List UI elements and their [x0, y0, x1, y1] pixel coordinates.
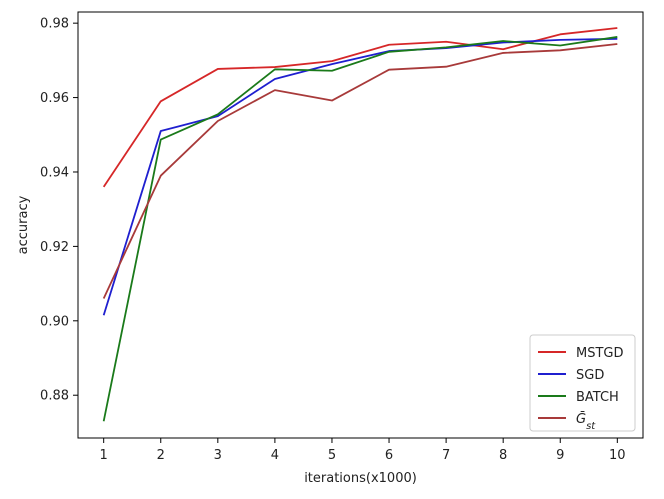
- x-tick-label: 5: [328, 448, 336, 463]
- x-tick-label: 2: [157, 448, 165, 463]
- y-tick-label: 0.96: [40, 91, 69, 106]
- x-tick-label: 10: [609, 448, 626, 463]
- y-tick-label: 0.92: [40, 240, 69, 255]
- x-tick-label: 1: [100, 448, 108, 463]
- legend-label: SGD: [576, 368, 604, 383]
- legend-box: [529, 334, 636, 432]
- series-line-1: [102, 37, 618, 316]
- y-axis-ticks: 0.88 0.90 0.92 0.94 0.96 0.98: [40, 17, 78, 404]
- y-tick-label: 0.94: [40, 165, 69, 180]
- legend-label: BATCH: [576, 390, 619, 405]
- legend-label: Ḡst: [576, 412, 596, 432]
- series-line-2: [102, 36, 618, 422]
- x-tick-label: 3: [214, 448, 222, 463]
- y-tick-label: 0.90: [40, 314, 69, 329]
- legend-label: MSTGD: [576, 346, 624, 361]
- x-tick-label: 8: [499, 448, 507, 463]
- x-axis-label: iterations(x1000): [304, 471, 417, 486]
- series-lines: [102, 27, 618, 422]
- x-tick-label: 4: [271, 448, 279, 463]
- plot-area: [77, 11, 644, 439]
- x-tick-label: 9: [556, 448, 564, 463]
- y-tick-label: 0.88: [40, 389, 69, 404]
- x-tick-label: 7: [442, 448, 450, 463]
- legend: MSTGD SGD BATCH Ḡst: [529, 334, 636, 432]
- y-axis-label: accuracy: [16, 195, 31, 254]
- series-line-3: [102, 43, 618, 299]
- x-tick-label: 6: [385, 448, 393, 463]
- y-tick-label: 0.98: [40, 17, 69, 32]
- x-axis-ticks: 1 2 3 4 5 6 7 8 9 10: [100, 438, 626, 463]
